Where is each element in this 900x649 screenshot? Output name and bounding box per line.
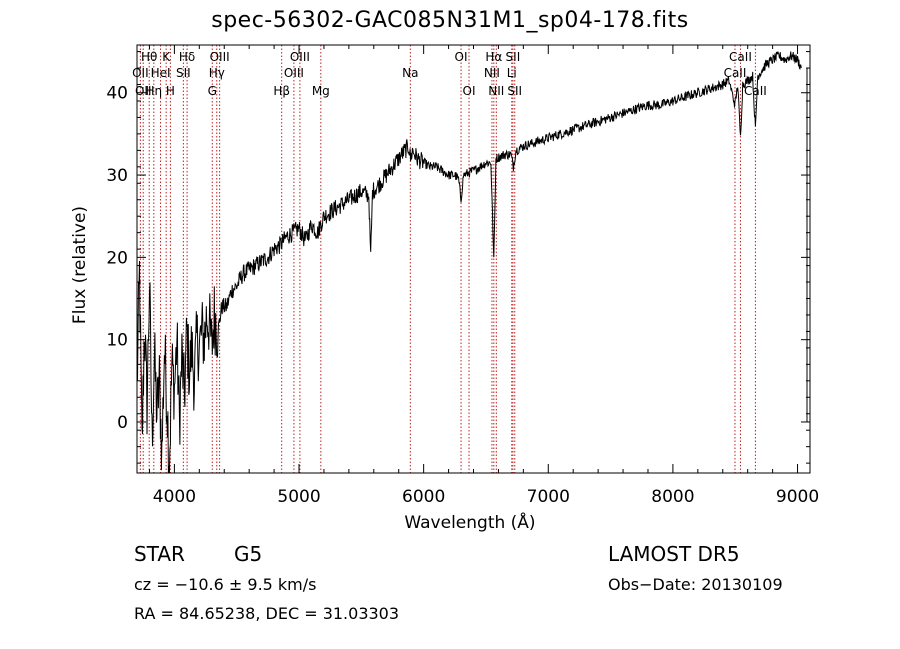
flux-line-0 (136, 51, 802, 474)
observation-date: Obs−Date: 20130109 (608, 575, 783, 594)
coordinates: RA = 84.65238, DEC = 31.03303 (134, 604, 400, 623)
x-tick-label-2: 6000 (402, 487, 445, 507)
chart-title: spec-56302-GAC085N31M1_sp04-178.fits (211, 8, 689, 33)
line-label-15: Mg (312, 84, 330, 98)
line-label-21: NII (488, 84, 504, 98)
object-class: STAR (134, 542, 185, 566)
line-label-19: NII (484, 66, 500, 80)
line-label-16: Na (402, 66, 418, 80)
line-label-3: Hη (146, 84, 163, 98)
line-label-12: Hβ (273, 84, 290, 98)
line-label-27: CaII (744, 84, 767, 98)
object-subclass: G5 (234, 542, 263, 566)
line-label-2: Hθ (141, 50, 157, 64)
x-tick-label-5: 9000 (776, 487, 819, 507)
survey-release: LAMOST DR5 (608, 542, 740, 566)
line-label-4: HeI (151, 66, 171, 80)
line-label-22: Li (507, 66, 517, 80)
line-label-18: OI (463, 84, 476, 98)
line-label-13: OIII (284, 66, 304, 80)
line-label-26: CaII (729, 50, 752, 64)
line-label-10: Hγ (209, 66, 225, 80)
x-tick-label-0: 4000 (153, 487, 196, 507)
line-label-25: CaII (724, 66, 747, 80)
plot-frame (136, 44, 811, 474)
line-label-14: OIII (290, 50, 310, 64)
y-tick-label-3: 30 (106, 166, 128, 186)
line-label-24: SII (507, 84, 522, 98)
line-label-8: Hδ (179, 50, 195, 64)
line-label-20: Hα (485, 50, 502, 64)
line-label-11: OIII (210, 50, 230, 64)
line-label-5: K (162, 50, 171, 64)
y-tick-label-0: 0 (117, 413, 128, 433)
spectral-line-labels: OIIOIIHθHηHeIKHSIIHδGHγOIIIHβOIIIOIIIMgN… (132, 50, 767, 98)
y-tick-label-1: 10 (106, 331, 128, 351)
y-tick-label-4: 40 (106, 84, 128, 104)
line-label-23: SII (506, 50, 521, 64)
x-tick-label-1: 5000 (277, 487, 320, 507)
plot-axes: 4000 5000 6000 7000 8000 9000 0 10 20 30 40 (106, 44, 819, 507)
y-axis-label: Flux (relative) (70, 206, 90, 324)
x-axis-label: Wavelength (Å) (404, 511, 535, 533)
redshift-velocity: cz = −10.6 ± 9.5 km/s (134, 575, 317, 594)
spectral-line-markers (139, 45, 756, 473)
x-tick-label-4: 8000 (651, 487, 694, 507)
flux-series (136, 51, 808, 474)
x-tick-label-3: 7000 (527, 487, 570, 507)
line-label-17: OI (455, 50, 468, 64)
line-label-6: H (166, 84, 175, 98)
line-label-9: G (208, 84, 217, 98)
line-label-0: OII (132, 66, 149, 80)
line-label-7: SII (176, 66, 191, 80)
line-label-1: OII (135, 84, 152, 98)
y-tick-label-2: 20 (106, 248, 128, 268)
